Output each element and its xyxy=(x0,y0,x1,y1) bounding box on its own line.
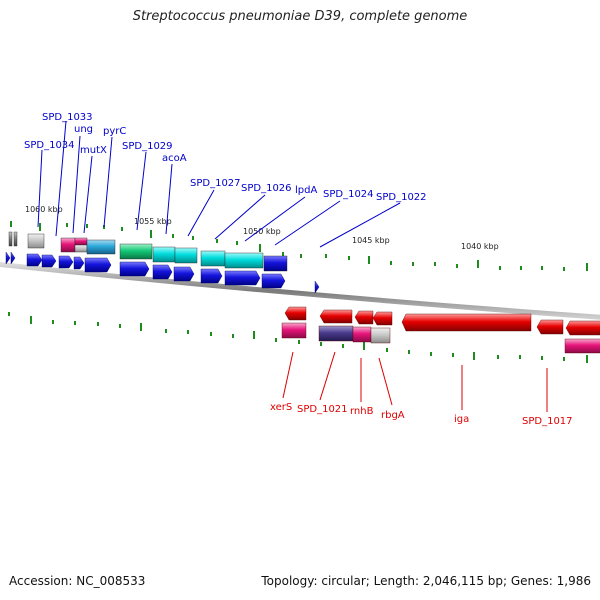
scale-label-1050: 1050 kbp xyxy=(243,227,281,236)
gene-label-spd1027[interactable]: SPD_1027 xyxy=(190,178,241,189)
feature-arrow[interactable] xyxy=(224,270,261,286)
gene-label-acoa[interactable]: acoA xyxy=(162,153,187,164)
feature-block[interactable] xyxy=(8,231,13,247)
gene-label-spd1017[interactable]: SPD_1017 xyxy=(522,416,573,427)
feature-block[interactable] xyxy=(119,243,153,260)
feature-block[interactable] xyxy=(224,252,264,269)
scale-label-1055: 1055 kbp xyxy=(134,217,172,226)
forward-feature-track-inner xyxy=(5,251,320,294)
feature-arrow[interactable] xyxy=(84,257,112,273)
feature-block[interactable] xyxy=(200,250,226,267)
feature-arrow[interactable] xyxy=(565,320,600,336)
feature-block[interactable] xyxy=(152,246,176,263)
forward-label-leaders xyxy=(37,120,401,248)
feature-arrow[interactable] xyxy=(173,266,195,282)
gene-label-spd1033[interactable]: SPD_1033 xyxy=(42,112,93,123)
feature-arrow[interactable] xyxy=(26,253,43,267)
feature-block[interactable] xyxy=(370,327,391,344)
gene-label-pyrc[interactable]: pyrC xyxy=(103,126,126,137)
gene-label-ung[interactable]: ung xyxy=(74,124,93,135)
scale-label-1060: 1060 kbp xyxy=(25,205,63,214)
gene-label-rbga[interactable]: rbgA xyxy=(381,410,405,421)
genome-summary: Topology: circular; Length: 2,046,115 bp… xyxy=(261,574,591,588)
feature-block[interactable] xyxy=(281,322,307,339)
feature-arrow[interactable] xyxy=(41,254,57,268)
feature-block[interactable] xyxy=(13,231,18,247)
feature-block[interactable] xyxy=(174,247,198,264)
feature-arrow[interactable] xyxy=(319,309,353,324)
genome-backbone xyxy=(0,262,600,320)
forward-gene-labels: SPD_1033 ung SPD_1034 mutX pyrC SPD_1029… xyxy=(24,112,427,203)
feature-block[interactable] xyxy=(60,237,76,253)
gene-label-rnhb[interactable]: rnhB xyxy=(350,406,374,417)
feature-block[interactable] xyxy=(74,244,88,253)
feature-block[interactable] xyxy=(74,237,88,246)
feature-block[interactable] xyxy=(318,325,354,342)
gene-label-spd1029[interactable]: SPD_1029 xyxy=(122,141,173,152)
gene-label-spd1034[interactable]: SPD_1034 xyxy=(24,140,75,151)
gene-label-spd1024[interactable]: SPD_1024 xyxy=(323,189,374,200)
feature-block[interactable] xyxy=(27,233,45,249)
reverse-label-leaders xyxy=(282,351,548,412)
feature-block[interactable] xyxy=(564,338,600,354)
gene-label-mutx[interactable]: mutX xyxy=(80,145,107,156)
feature-arrow[interactable] xyxy=(401,313,532,332)
feature-arrow[interactable] xyxy=(73,256,85,270)
scale-label-1045: 1045 kbp xyxy=(352,236,390,245)
scale-ticks-lower xyxy=(8,312,588,363)
feature-arrow[interactable] xyxy=(58,255,74,269)
feature-arrow[interactable] xyxy=(152,264,173,280)
forward-feature-track-outer xyxy=(8,231,288,272)
feature-block[interactable] xyxy=(263,255,288,272)
feature-arrow[interactable] xyxy=(536,319,564,335)
scale-label-1040: 1040 kbp xyxy=(461,242,499,251)
feature-arrow[interactable] xyxy=(314,280,320,294)
accession-label: Accession: NC_008533 xyxy=(9,574,146,588)
feature-arrow[interactable] xyxy=(200,268,223,284)
gene-label-spd1021[interactable]: SPD_1021 xyxy=(297,404,348,415)
gene-label-xers[interactable]: xerS xyxy=(270,402,292,413)
feature-arrow[interactable] xyxy=(284,306,307,321)
feature-arrow[interactable] xyxy=(261,273,286,289)
gene-label-spd1022[interactable]: SPD_1022 xyxy=(376,192,427,203)
genome-title: Streptococcus pneumoniae D39, complete g… xyxy=(132,9,468,24)
gene-label-lpda[interactable]: lpdA xyxy=(295,185,317,196)
scale-labels: 1060 kbp 1055 kbp 1050 kbp 1045 kbp 1040… xyxy=(25,205,499,251)
feature-block[interactable] xyxy=(86,239,116,255)
feature-block[interactable] xyxy=(352,326,372,343)
gene-label-iga[interactable]: iga xyxy=(454,414,469,425)
feature-arrow[interactable] xyxy=(354,310,374,325)
feature-arrow[interactable] xyxy=(5,251,11,265)
feature-arrow[interactable] xyxy=(10,251,16,265)
reverse-feature-track xyxy=(281,306,600,354)
feature-arrow[interactable] xyxy=(119,261,150,277)
gene-label-spd1026[interactable]: SPD_1026 xyxy=(241,183,292,194)
feature-arrow[interactable] xyxy=(372,311,393,326)
scale-ticks-upper xyxy=(10,221,588,271)
reverse-gene-labels: xerS SPD_1021 rnhB rbgA iga SPD_1017 xyxy=(270,402,573,427)
